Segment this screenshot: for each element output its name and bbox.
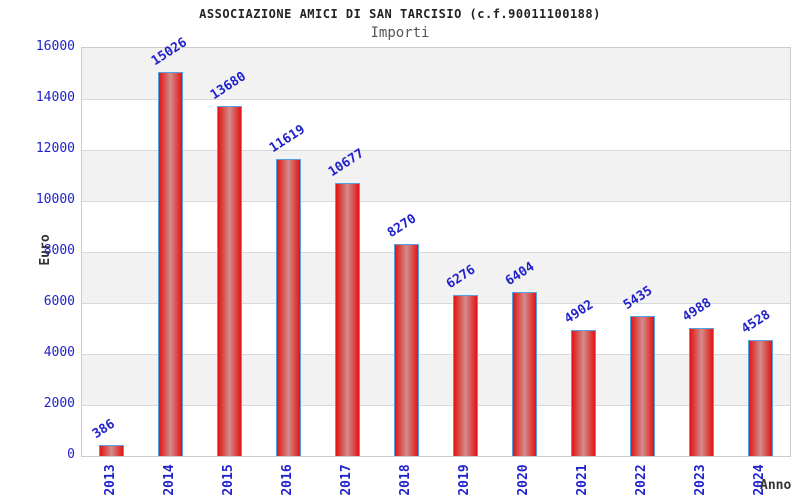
x-tick-label-2016: 2016 <box>279 464 295 496</box>
plot-area: 386 15026 13680 11619 10677 8270 6276 6404 4902 5… <box>81 35 791 457</box>
plot-band <box>82 303 790 354</box>
gridline <box>82 201 790 202</box>
bar-2022 <box>630 316 655 456</box>
y-tick-label: 16000 <box>35 39 75 54</box>
y-tick-label: 2000 <box>43 396 75 411</box>
chart-title: ASSOCIAZIONE AMICI DI SAN TARCISIO (c.f.… <box>199 7 601 21</box>
gridline <box>82 252 790 253</box>
x-tick-label-2018: 2018 <box>397 464 413 496</box>
plot-band <box>82 150 790 201</box>
bar-2014 <box>158 72 183 456</box>
bar-2023 <box>689 328 714 456</box>
y-tick-label: 12000 <box>35 141 75 156</box>
bar-2017 <box>335 183 360 456</box>
x-tick-label-2022: 2022 <box>633 464 649 496</box>
chart-subtitle: Importi <box>370 25 430 41</box>
plot-band <box>82 48 790 99</box>
plot-band <box>82 405 790 456</box>
bar-2013 <box>99 445 124 456</box>
x-tick-label-2013: 2013 <box>102 464 118 496</box>
bar-2015 <box>217 106 242 456</box>
gridline <box>82 405 790 406</box>
bar-2019 <box>453 295 478 456</box>
plot-band <box>82 354 790 405</box>
x-tick-label-2021: 2021 <box>574 464 590 496</box>
gridline <box>82 354 790 355</box>
x-tick-label-2017: 2017 <box>338 464 354 496</box>
y-tick-label: 4000 <box>43 345 75 360</box>
bar-2020 <box>512 292 537 456</box>
y-tick-label: 10000 <box>35 192 75 207</box>
plot-band <box>82 99 790 150</box>
y-tick-label: 14000 <box>35 90 75 105</box>
x-tick-label-2015: 2015 <box>220 464 236 496</box>
x-tick-label-2014: 2014 <box>161 464 177 496</box>
x-tick-label-2023: 2023 <box>692 464 708 496</box>
plot-band <box>82 201 790 252</box>
bar-2016 <box>276 159 301 456</box>
gridline <box>82 150 790 151</box>
bar-2024 <box>748 340 773 456</box>
y-tick-label: 8000 <box>43 243 75 258</box>
x-tick-label-2020: 2020 <box>515 464 531 496</box>
y-tick-label: 0 <box>67 447 75 462</box>
bar-2018 <box>394 244 419 456</box>
gridline <box>82 99 790 100</box>
plot-band <box>82 252 790 303</box>
x-axis-title: Anno <box>760 478 792 493</box>
bar-2021 <box>571 330 596 456</box>
y-tick-label: 6000 <box>43 294 75 309</box>
gridline <box>82 303 790 304</box>
x-tick-label-2019: 2019 <box>456 464 472 496</box>
